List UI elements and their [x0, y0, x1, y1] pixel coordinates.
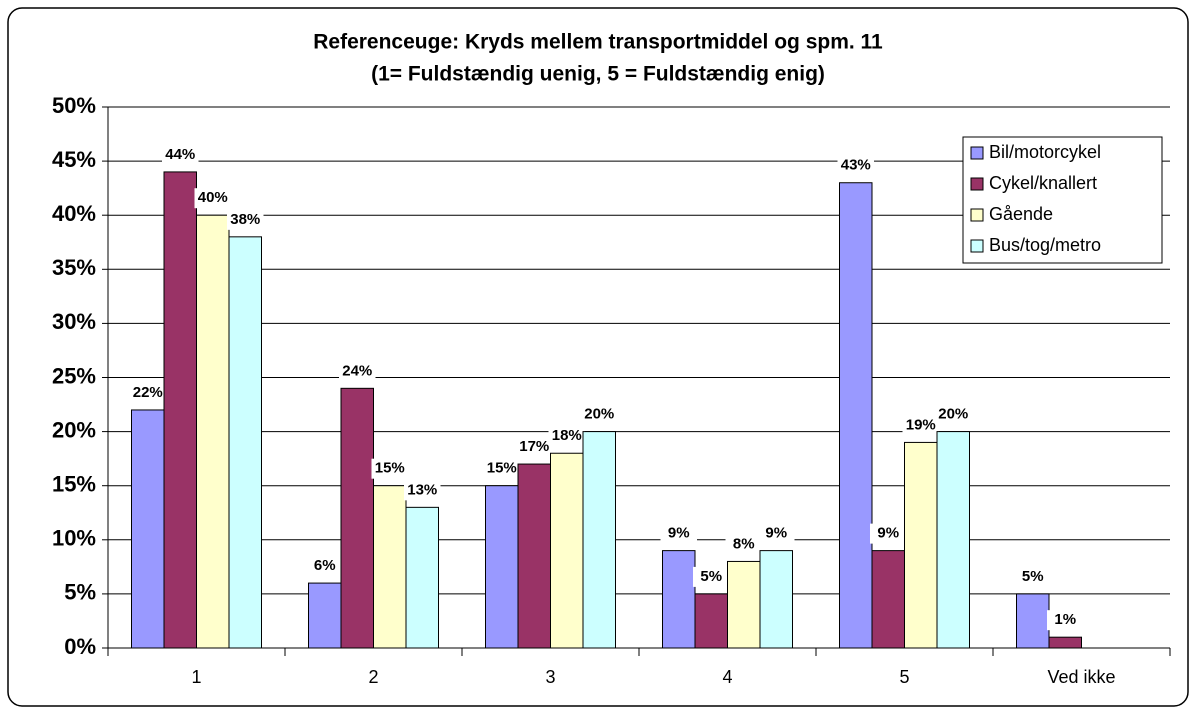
- bar: [340, 387, 374, 649]
- bar: [308, 582, 342, 649]
- value-label-bg: [162, 144, 199, 165]
- legend-swatch: [970, 177, 984, 191]
- x-tick-label: 1: [191, 667, 201, 687]
- bar: [759, 550, 793, 649]
- bar: [871, 550, 905, 649]
- value-label: 9%: [668, 525, 690, 542]
- value-label-bg: [725, 534, 762, 555]
- value-label-bg: [516, 437, 553, 458]
- legend-swatch: [970, 239, 984, 253]
- value-label: 15%: [487, 460, 517, 477]
- bar: [662, 550, 696, 649]
- x-tick-label: Ved ikke: [1047, 667, 1115, 687]
- bar: [228, 236, 262, 649]
- value-label: 8%: [733, 535, 755, 552]
- chart-title: Referenceuge: Kryds mellem transportmidd…: [313, 31, 883, 54]
- bar: [517, 463, 551, 649]
- value-label: 43%: [841, 157, 871, 174]
- value-label-bg: [693, 566, 730, 587]
- y-tick-label: 30%: [52, 309, 96, 334]
- value-label: 5%: [1022, 568, 1044, 585]
- value-label-bg: [581, 404, 618, 425]
- bar: [1048, 636, 1082, 649]
- value-label: 22%: [133, 384, 163, 401]
- y-tick-label: 5%: [64, 580, 96, 605]
- value-label-bg: [837, 155, 874, 176]
- value-label: 1%: [1054, 611, 1076, 628]
- value-label: 9%: [877, 525, 899, 542]
- value-label-bg: [870, 523, 907, 544]
- value-label: 17%: [519, 438, 549, 455]
- bar: [131, 409, 165, 649]
- bar: [839, 182, 873, 649]
- y-tick-label: 0%: [64, 634, 96, 659]
- y-tick-label: 35%: [52, 255, 96, 280]
- bar: [373, 485, 407, 649]
- value-label-bg: [194, 188, 231, 209]
- value-label: 44%: [165, 146, 195, 163]
- value-label-bg: [902, 415, 939, 436]
- x-tick-label: 5: [899, 667, 909, 687]
- value-label: 19%: [906, 416, 936, 433]
- legend-label: Cykel/knallert: [989, 173, 1097, 193]
- value-label-bg: [1047, 610, 1084, 631]
- bar: [550, 452, 584, 649]
- y-tick-label: 20%: [52, 417, 96, 442]
- value-label: 9%: [765, 525, 787, 542]
- value-label: 18%: [552, 427, 582, 444]
- value-label-bg: [758, 523, 795, 544]
- y-tick-label: 15%: [52, 472, 96, 497]
- bar: [405, 506, 439, 649]
- chart-subtitle: (1= Fuldstændig uenig, 5 = Fuldstændig e…: [371, 63, 825, 86]
- bar: [582, 431, 616, 649]
- value-label: 38%: [230, 211, 260, 228]
- value-label: 5%: [700, 568, 722, 585]
- bar: [1016, 593, 1050, 649]
- value-label: 24%: [342, 362, 372, 379]
- value-label-bg: [129, 382, 166, 403]
- bar: [694, 593, 728, 649]
- x-tick-label: 4: [722, 667, 732, 687]
- bar: [936, 431, 970, 649]
- bar: [485, 485, 519, 649]
- value-label-bg: [548, 426, 585, 447]
- value-label-bg: [339, 361, 376, 382]
- legend-swatch: [970, 146, 984, 160]
- value-label-bg: [227, 209, 264, 230]
- legend-box: [962, 136, 1163, 264]
- value-label-bg: [306, 556, 343, 577]
- y-tick-label: 10%: [52, 526, 96, 551]
- value-label-bg: [483, 458, 520, 479]
- value-label: 20%: [584, 406, 614, 423]
- value-label: 15%: [375, 460, 405, 477]
- legend-label: Bil/motorcykel: [989, 142, 1101, 162]
- legend-label: Bus/tog/metro: [989, 235, 1101, 255]
- value-label: 6%: [314, 557, 336, 574]
- x-tick-label: 2: [368, 667, 378, 687]
- y-tick-label: 50%: [52, 93, 96, 118]
- value-label-bg: [935, 404, 972, 425]
- value-label-bg: [660, 523, 697, 544]
- value-label: 13%: [407, 481, 437, 498]
- value-label: 40%: [198, 189, 228, 206]
- bar: [904, 441, 938, 649]
- bar: [163, 171, 197, 649]
- bar: [727, 560, 761, 649]
- legend-swatch: [970, 208, 984, 222]
- y-tick-label: 45%: [52, 147, 96, 172]
- bar: [196, 214, 230, 649]
- y-tick-label: 40%: [52, 201, 96, 226]
- value-label-bg: [1014, 566, 1051, 587]
- legend-label: Gående: [989, 204, 1053, 224]
- value-label-bg: [371, 458, 408, 479]
- value-label-bg: [404, 480, 441, 501]
- x-tick-label: 3: [545, 667, 555, 687]
- value-label: 20%: [938, 406, 968, 423]
- y-tick-label: 25%: [52, 363, 96, 388]
